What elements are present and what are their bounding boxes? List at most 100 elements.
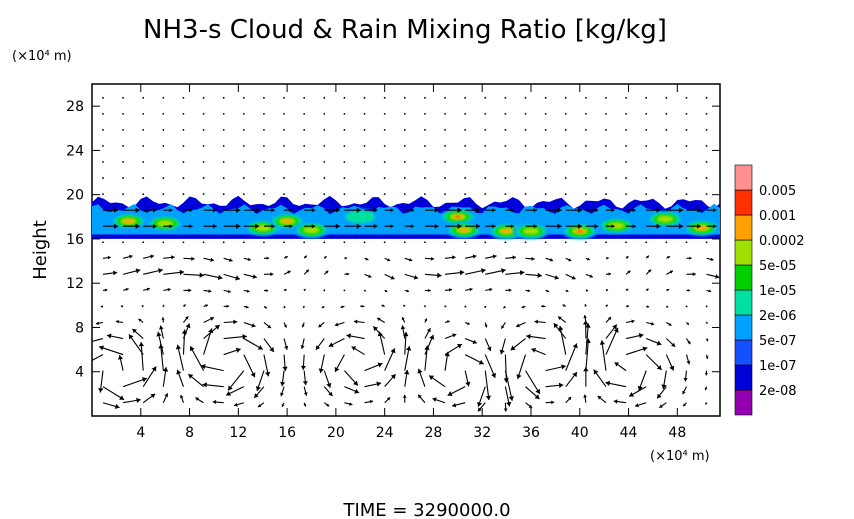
wind-arrow-head — [485, 395, 492, 401]
wind-dot — [102, 96, 104, 99]
wind-arrow-head — [424, 345, 430, 351]
wind-arrow-head — [287, 270, 291, 274]
wind-arrow-head — [549, 258, 553, 262]
wind-arrow-head — [132, 328, 137, 334]
plot-area — [91, 83, 721, 417]
wind-dot — [584, 96, 587, 99]
wind-arrow-head — [390, 208, 394, 213]
wind-arrow-head — [426, 328, 431, 333]
wind-arrow-head — [428, 288, 431, 293]
wind-arrow-head — [710, 257, 714, 262]
wind-dot — [263, 129, 265, 131]
wind-dot — [705, 112, 708, 115]
wind-arrow-head — [558, 316, 562, 321]
wind-dot — [705, 193, 708, 196]
wind-dot — [504, 161, 507, 163]
wind-dot — [605, 112, 607, 115]
wind-arrow-head — [464, 305, 467, 308]
wind-dot — [283, 177, 285, 179]
wind-arrow-head — [271, 208, 275, 213]
wind-arrow-head — [521, 305, 525, 309]
wind-arrow-head — [150, 393, 156, 399]
wind-arrow-head — [162, 367, 169, 372]
wind-arrow-head — [381, 304, 385, 308]
wind-arrow-head — [302, 380, 308, 386]
wind-arrow-shaft — [189, 346, 205, 371]
wind-arrow-head — [678, 207, 684, 213]
wind-dot — [182, 96, 185, 99]
wind-dot — [685, 161, 688, 163]
wind-arrow-shaft — [176, 344, 184, 371]
wind-arrow-head — [472, 254, 477, 259]
wind-arrow-head — [583, 315, 587, 319]
wind-arrow-head — [594, 223, 599, 229]
wind-arrow-head — [373, 326, 379, 332]
wind-dot — [605, 241, 607, 244]
wind-arrow-head — [632, 208, 636, 213]
wind-arrow-head — [390, 275, 395, 280]
wind-arrow-head — [558, 325, 564, 331]
cloud-cell — [123, 219, 134, 224]
wind-dot — [142, 145, 145, 147]
wind-arrow-head — [326, 382, 332, 388]
wind-arrow-head — [593, 369, 599, 375]
wind-dot — [444, 96, 446, 99]
wind-arrow-head — [656, 340, 662, 346]
x-tick-label: 28 — [425, 425, 443, 441]
wind-dot — [564, 161, 567, 163]
wind-dot — [343, 241, 346, 244]
colorbar-label: 0.001 — [759, 209, 796, 224]
wind-dot — [444, 145, 446, 147]
wind-arrow-head — [571, 275, 576, 280]
wind-dot — [343, 193, 346, 196]
wind-arrow-head — [627, 270, 631, 274]
wind-dot — [383, 129, 386, 131]
wind-arrow-head — [226, 390, 232, 396]
wind-dot — [605, 145, 607, 147]
wind-dot — [283, 241, 285, 244]
wind-dot — [102, 193, 104, 196]
wind-dot — [665, 129, 668, 131]
wind-arrow-head — [373, 207, 378, 213]
wind-dot — [283, 96, 285, 99]
wind-arrow-head — [363, 289, 366, 292]
wind-dot — [504, 241, 507, 244]
wind-arrow-head — [269, 346, 274, 352]
colorbar-swatch — [734, 264, 753, 291]
wind-dot — [605, 161, 607, 163]
wind-dot — [524, 177, 527, 179]
wind-dot — [464, 241, 467, 244]
wind-arrow-head — [141, 305, 145, 308]
wind-arrow-head — [606, 256, 609, 260]
wind-arrow-head — [565, 289, 569, 292]
wind-arrow-head — [553, 323, 559, 329]
wind-arrow-head — [169, 208, 173, 213]
wind-arrow-head — [480, 268, 486, 274]
wind-arrow-head — [402, 394, 407, 398]
wind-arrow-head — [465, 381, 471, 387]
wind-arrow-head — [611, 224, 615, 229]
wind-arrow-head — [667, 256, 670, 259]
wind-arrow-head — [671, 342, 676, 347]
wind-arrow-head — [346, 272, 350, 276]
wind-arrow-head — [452, 402, 457, 408]
wind-dot — [605, 193, 607, 196]
wind-dot — [182, 129, 185, 131]
wind-arrow-head — [499, 349, 505, 355]
wind-dot — [102, 112, 104, 115]
wind-arrow-head — [303, 392, 308, 396]
wind-arrow-head — [183, 304, 186, 307]
wind-arrow-head — [217, 274, 223, 281]
wind-dot — [524, 96, 527, 99]
wind-dot — [182, 145, 185, 147]
colorbar-swatch — [734, 364, 753, 391]
wind-arrow-head — [318, 324, 322, 328]
wind-dot — [263, 145, 265, 147]
wind-dot — [202, 177, 205, 179]
wind-arrow-head — [354, 388, 360, 394]
wind-arrow-head — [631, 319, 635, 324]
wind-arrow-head — [403, 304, 406, 308]
wind-dot — [444, 112, 446, 115]
wind-arrow-head — [432, 397, 437, 402]
wind-arrow-head — [135, 223, 140, 229]
